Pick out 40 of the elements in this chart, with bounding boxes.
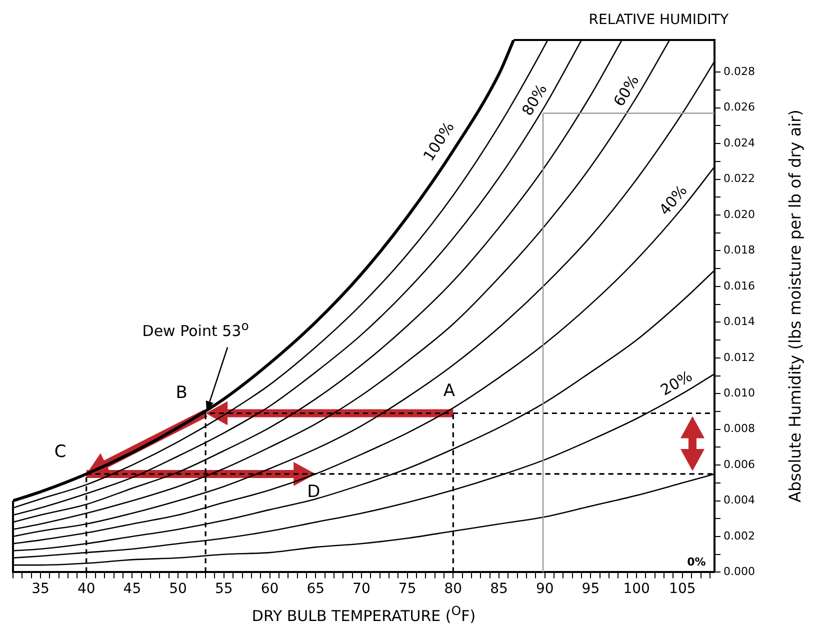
x-tick-label: 45 [123, 581, 142, 598]
annotation: D [307, 482, 320, 502]
annotation: Dew Point 53$^{o}$ [142, 318, 249, 340]
y-tick-label: 0.028 [724, 65, 756, 78]
y-tick-label: 0.014 [724, 315, 756, 328]
annotation: 0% [687, 556, 706, 569]
y-tick-label: 0.006 [724, 458, 756, 471]
y-tick-label: 0.022 [724, 172, 756, 186]
y-tick-label: 0.000 [724, 565, 756, 578]
y-tick-label: 0.004 [724, 494, 756, 507]
x-tick-label: 55 [214, 581, 233, 598]
y-tick-label: 0.020 [724, 208, 756, 221]
x-tick-label: 40 [77, 581, 96, 598]
chart-title: RELATIVE HUMIDITY [588, 12, 729, 28]
y-tick-label: 0.024 [724, 136, 756, 150]
x-tick-label: 105 [669, 581, 696, 598]
x-tick-label: 50 [169, 581, 187, 598]
text: 20% [657, 367, 696, 400]
y-tick-label: 0.012 [724, 350, 756, 364]
x-tick-label: 35 [32, 581, 50, 598]
x-tick-label: 60 [260, 581, 279, 598]
x-tick-label: 90 [536, 581, 554, 598]
x-axis-title: DRY BULB TEMPERATURE ($^{O}$F) [252, 603, 476, 625]
x-tick-label: 95 [582, 581, 600, 598]
annotation: C [54, 442, 66, 462]
y-axis-title: Absolute Humidity (lbs moisture per lb of dry air) [786, 110, 804, 503]
x-tick-label: 70 [352, 581, 370, 598]
x-tick-label: 100 [623, 581, 650, 598]
x-tick-label: 75 [398, 581, 416, 598]
annotation: A [443, 381, 455, 402]
x-tick-label: 85 [490, 581, 508, 598]
x-tick-label: 65 [306, 581, 325, 598]
y-tick-label: 0.002 [724, 529, 756, 542]
annotation: B [176, 383, 188, 404]
x-tick-label: 80 [444, 581, 462, 598]
y-tick-label: 0.026 [724, 100, 756, 114]
y-tick-label: 0.010 [724, 386, 756, 400]
y-tick-label: 0.016 [724, 279, 756, 292]
y-tick-label: 0.008 [724, 422, 756, 436]
y-tick-label: 0.018 [724, 244, 756, 257]
